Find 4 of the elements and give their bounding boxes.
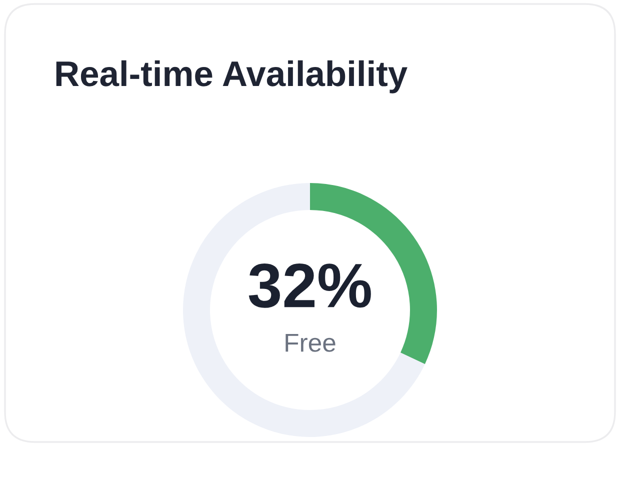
donut-slice [183,183,425,437]
text: Free [286,334,336,352]
data-label: 32% [248,264,371,308]
chart-title: Real-time Availability [56,60,408,94]
